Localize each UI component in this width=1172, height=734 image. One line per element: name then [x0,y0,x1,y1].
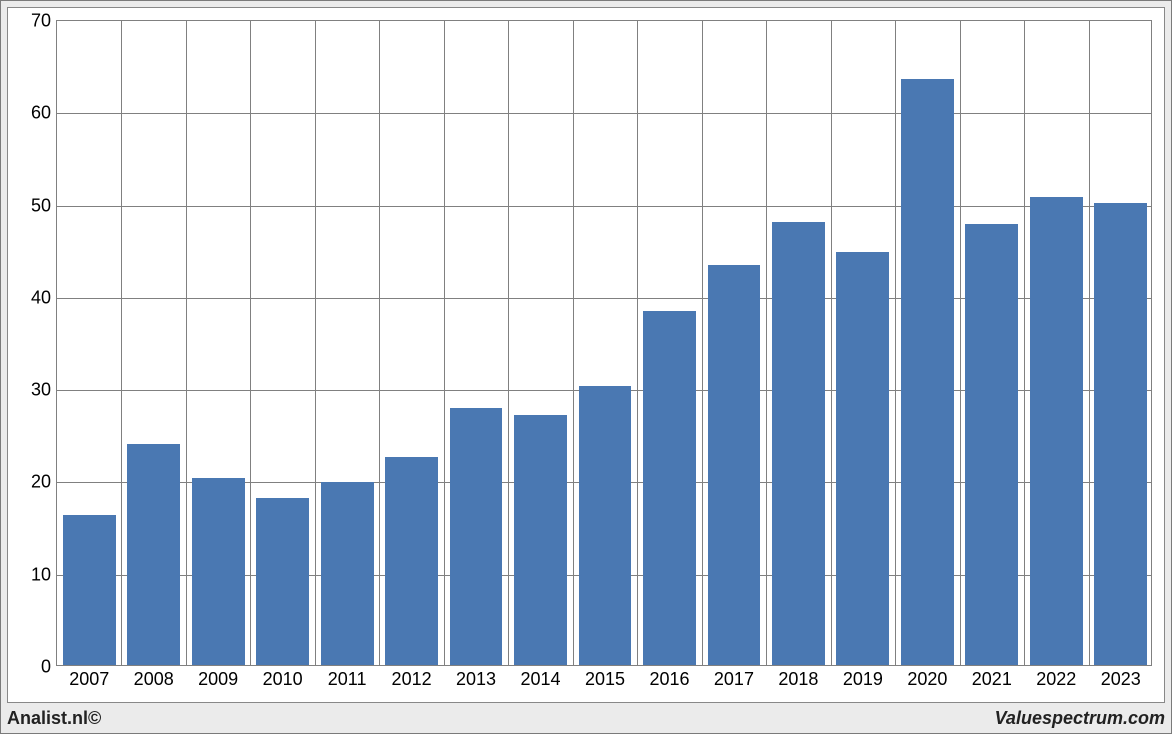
y-axis-label: 30 [31,380,51,401]
x-axis-label: 2012 [392,669,432,690]
gridline-v [766,21,767,665]
gridline-v [379,21,380,665]
chart-panel: 0 10 20 30 40 50 60 70 2007 2008 2009 2010 2011 2012 2… [7,7,1165,703]
x-axis-label: 2020 [907,669,947,690]
bar [450,408,503,665]
gridline-v [637,21,638,665]
y-axis-label: 70 [31,11,51,32]
gridline-v [831,21,832,665]
bar [1030,197,1083,665]
gridline-v [444,21,445,665]
y-axis-label: 0 [41,657,51,678]
x-axis-label: 2007 [69,669,109,690]
bar [192,478,245,665]
y-axis-label: 20 [31,472,51,493]
x-axis-label: 2008 [134,669,174,690]
gridline-v [702,21,703,665]
gridline-v [895,21,896,665]
bar [965,224,1018,665]
bar [901,79,954,665]
x-axis-label: 2022 [1036,669,1076,690]
bar [772,222,825,665]
x-axis-label: 2011 [328,669,367,690]
x-axis-label: 2016 [649,669,689,690]
bar [708,265,761,665]
x-axis-label: 2023 [1101,669,1141,690]
gridline-v [1089,21,1090,665]
bar [63,515,116,665]
bar [836,252,889,665]
bar [643,311,696,665]
x-axis-label: 2014 [520,669,560,690]
x-axis-label: 2009 [198,669,238,690]
x-axis-label: 2021 [972,669,1012,690]
bar [1094,203,1147,665]
chart-frame: 0 10 20 30 40 50 60 70 2007 2008 2009 2010 2011 2012 2… [0,0,1172,734]
gridline-v [573,21,574,665]
bar [127,444,180,665]
gridline-v [1024,21,1025,665]
gridline-v [250,21,251,665]
y-axis-label: 50 [31,195,51,216]
plot-area: 0102030405060702007200820092010201120122… [56,20,1152,666]
bar [514,415,567,665]
x-axis-label: 2019 [843,669,883,690]
bar [579,386,632,665]
gridline-v [186,21,187,665]
gridline-v [508,21,509,665]
footer-left-credit: Analist.nl© [7,708,101,729]
x-axis-label: 2017 [714,669,754,690]
y-axis-label: 10 [31,564,51,585]
gridline-v [960,21,961,665]
x-axis-label: 2010 [263,669,303,690]
x-axis-label: 2015 [585,669,625,690]
gridline-v [121,21,122,665]
gridline-h [57,206,1151,207]
bar [256,498,309,665]
gridline-v [315,21,316,665]
footer-right-credit: Valuespectrum.com [995,708,1165,729]
y-axis-label: 60 [31,103,51,124]
y-axis-label: 40 [31,287,51,308]
bar [385,457,438,665]
x-axis-label: 2013 [456,669,496,690]
gridline-h [57,113,1151,114]
x-axis-label: 2018 [778,669,818,690]
bar [321,482,374,665]
